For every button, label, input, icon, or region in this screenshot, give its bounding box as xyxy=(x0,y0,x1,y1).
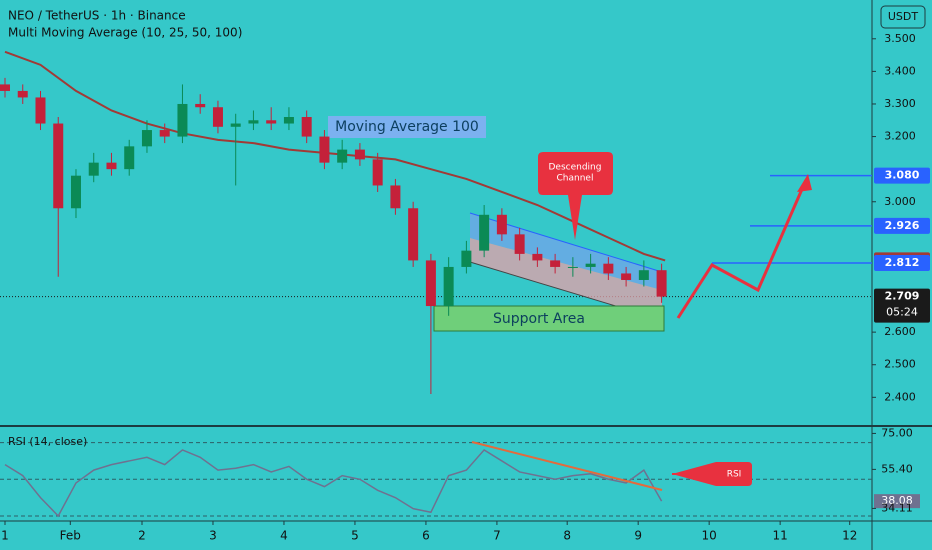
rsi-tag-label: 55.40 xyxy=(881,462,913,475)
candle-body xyxy=(337,149,348,163)
currency-box[interactable] xyxy=(880,5,926,29)
candle-body xyxy=(479,214,490,251)
candle-body xyxy=(17,90,28,98)
x-tick-label: 10 xyxy=(702,529,717,543)
x-tick-label: 8 xyxy=(563,529,571,543)
y-tick-label: 2.400 xyxy=(884,390,916,403)
candle-body xyxy=(177,103,188,137)
candle-body xyxy=(496,214,507,235)
candle-body xyxy=(514,234,525,254)
x-tick-label: 11 xyxy=(773,529,788,543)
support-area xyxy=(433,305,665,332)
candle-body xyxy=(390,185,401,209)
candle-body xyxy=(301,117,312,137)
y-tick-label: 3.300 xyxy=(884,97,916,110)
candle-body xyxy=(621,273,632,280)
price-tag-label: 2.812 xyxy=(885,256,920,269)
candle-body xyxy=(443,266,454,307)
channel-callout xyxy=(538,152,613,240)
rsi-title: RSI (14, close) xyxy=(8,435,87,448)
candle-body xyxy=(283,117,294,124)
rsi-tag-label: 75.00 xyxy=(881,426,913,439)
candle-body xyxy=(408,208,419,261)
channel-lower xyxy=(470,238,662,320)
candle-body xyxy=(0,84,10,91)
candle-body xyxy=(461,250,472,267)
y-tick-label: 3.200 xyxy=(884,130,916,143)
projection xyxy=(676,179,808,319)
candle-body xyxy=(532,253,543,261)
candle-body xyxy=(319,136,330,163)
candle-body xyxy=(88,162,99,176)
candle-body xyxy=(425,260,436,307)
callout-text: Channel xyxy=(557,174,594,184)
x-tick-label: 7 xyxy=(493,529,501,543)
rsi-callout-text: RSI xyxy=(727,470,742,480)
y-tick-label: 3.000 xyxy=(884,195,916,208)
candle-body xyxy=(656,270,667,297)
rsi-tag-label: 34.11 xyxy=(881,501,913,514)
candle-body xyxy=(35,97,46,124)
y-tick-label: 2.600 xyxy=(884,325,916,338)
y-tick-label: 3.500 xyxy=(884,32,916,45)
candle-body xyxy=(212,107,223,127)
x-tick-label: 9 xyxy=(634,529,642,543)
candle-body xyxy=(230,123,241,127)
price-tag xyxy=(874,217,930,234)
candle-body xyxy=(124,146,135,170)
chart-subtitle: Multi Moving Average (10, 25, 50, 100) xyxy=(8,26,242,40)
price-tag-label: 2.926 xyxy=(885,219,920,232)
x-tick-label: 4 xyxy=(280,529,288,543)
ma-label: Moving Average 100 xyxy=(335,119,479,135)
projection-arrow xyxy=(797,174,812,192)
candle-body xyxy=(585,263,596,267)
candle-body xyxy=(248,120,259,124)
candle-body xyxy=(372,159,383,186)
x-tick-label: 6 xyxy=(422,529,430,543)
ma-label-box xyxy=(328,116,486,138)
candle-body xyxy=(159,130,170,137)
callout-text: Descending xyxy=(549,163,602,173)
candle-body xyxy=(141,130,152,147)
price-tag xyxy=(874,288,930,323)
x-tick-label: 2 xyxy=(138,529,146,543)
candle-body xyxy=(70,175,81,209)
candle-body xyxy=(106,162,117,170)
price-tag xyxy=(874,255,930,272)
candle-body xyxy=(354,149,365,160)
x-tick-label: 3 xyxy=(209,529,217,543)
rsi-tag xyxy=(874,494,920,509)
x-tick-label: Feb xyxy=(60,529,81,543)
price-tag xyxy=(874,167,930,184)
y-tick-label: 3.400 xyxy=(884,64,916,77)
candle-body xyxy=(638,270,649,280)
candle-body xyxy=(550,260,561,267)
rsi-trendline xyxy=(471,441,663,491)
rsi-line xyxy=(4,448,663,518)
rsi-callout xyxy=(672,462,752,486)
x-tick-label: 5 xyxy=(351,529,359,543)
support-label: Support Area xyxy=(493,311,585,327)
price-tag-label: 2.709 xyxy=(885,290,920,303)
channel-upper xyxy=(470,213,662,290)
candle-body xyxy=(195,103,206,108)
rsi-tag-label: 38.08 xyxy=(881,494,913,507)
candle-body xyxy=(603,263,614,274)
candle-body xyxy=(266,120,277,124)
candle-body xyxy=(53,123,64,209)
currency: USDT xyxy=(888,10,919,23)
x-tick-label: 12 xyxy=(842,529,857,543)
countdown: 05:24 xyxy=(886,306,918,319)
candle-body xyxy=(567,266,578,268)
chart-title: NEO / TetherUS · 1h · Binance xyxy=(8,9,186,23)
price-tag-label: 3.080 xyxy=(885,169,920,182)
x-tick-label: 1 xyxy=(1,529,9,543)
y-tick-label: 2.500 xyxy=(884,358,916,371)
